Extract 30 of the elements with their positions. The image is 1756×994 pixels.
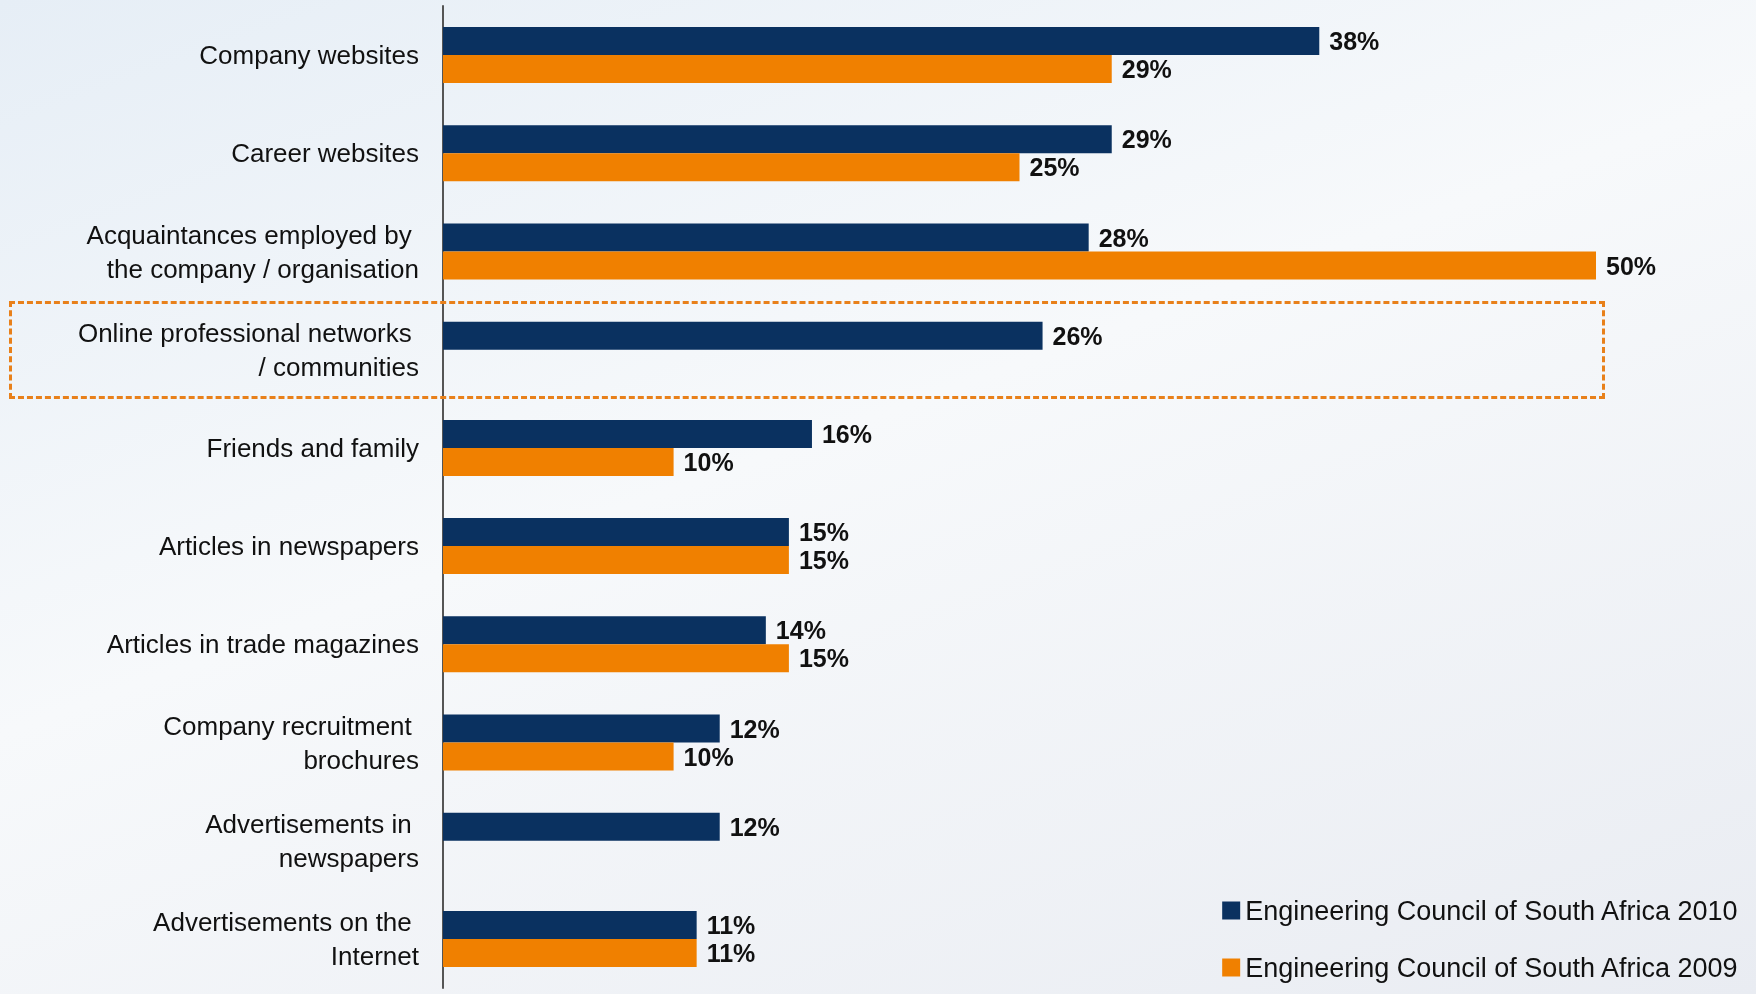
data-label: 15% — [798, 546, 849, 575]
data-label: 50% — [1606, 251, 1657, 280]
y-tick-label: Online professional networks / communities — [77, 317, 419, 382]
y-tick-label: Friends and family — [206, 432, 419, 463]
data-label: 12% — [729, 714, 780, 743]
legend-label: Engineering Council of South Africa 2009 — [1245, 952, 1738, 983]
data-label: 10% — [683, 447, 734, 476]
data-label: 12% — [729, 812, 780, 841]
y-tick-label: Career websites — [231, 138, 419, 169]
data-label: 29% — [1121, 125, 1172, 154]
y-tick-label: Company websites — [199, 40, 419, 71]
data-label: 28% — [1098, 223, 1149, 252]
legend-label: Engineering Council of South Africa 2010 — [1245, 895, 1738, 926]
data-label: 16% — [821, 419, 873, 448]
data-label: 10% — [683, 742, 734, 771]
data-label: 26% — [1052, 321, 1103, 350]
data-label: 11% — [706, 910, 756, 939]
data-label: 14% — [775, 616, 826, 645]
data-label: 15% — [798, 518, 849, 547]
y-tick-label: Acquaintances employed by the company / organisation — [86, 219, 419, 284]
y-tick-label: Articles in trade magazines — [106, 629, 419, 660]
data-label: 15% — [798, 644, 849, 673]
data-label: 25% — [1029, 153, 1080, 182]
data-label: 38% — [1329, 27, 1380, 56]
data-label: 11% — [706, 938, 756, 967]
y-tick-label: Advertisements on the Internet — [153, 906, 420, 971]
y-tick-label: Advertisements in newspapers — [205, 808, 419, 873]
y-tick-label: Articles in newspapers — [158, 531, 419, 562]
data-label: 29% — [1121, 55, 1172, 84]
y-tick-label: Company recruitment brochures — [163, 710, 419, 775]
